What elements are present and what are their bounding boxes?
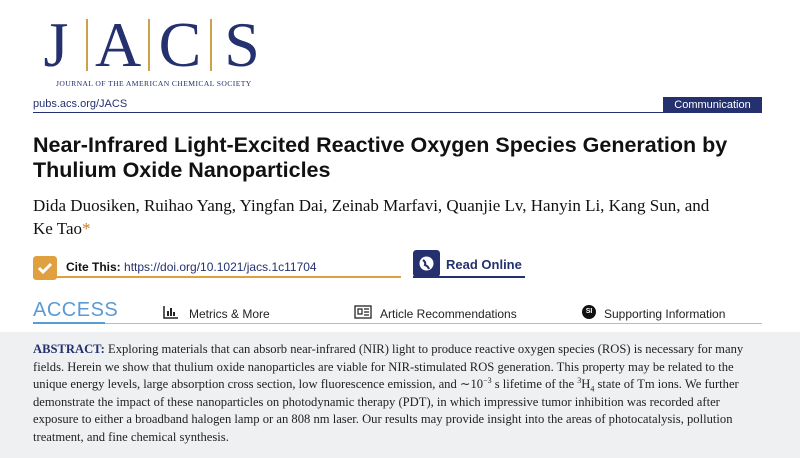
subscript: 4 <box>590 384 595 394</box>
logo-letter: A <box>95 9 142 80</box>
abstract: ABSTRACT: Exploring materials that can a… <box>33 341 768 447</box>
access-rule <box>105 323 762 324</box>
cite-underline <box>33 276 401 278</box>
read-online-icon[interactable] <box>413 250 440 277</box>
cite: Cite This: https://doi.org/10.1021/jacs.… <box>66 260 317 274</box>
article-type: Communication <box>663 97 762 113</box>
authors: Dida Duosiken, Ruihao Yang, Yingfan Dai,… <box>33 194 733 240</box>
read-online[interactable]: Read Online <box>446 257 522 272</box>
abstract-text: state of Tm ions. We further demonstrate… <box>33 377 739 444</box>
metrics-icon <box>163 306 178 319</box>
author-list: Dida Duosiken, Ruihao Yang, Yingfan Dai,… <box>33 196 710 238</box>
cite-label: Cite This: <box>66 260 121 274</box>
read-underline <box>413 276 525 278</box>
metrics-link[interactable]: Metrics & More <box>189 307 270 321</box>
si-icon: SI <box>582 305 596 319</box>
logo-letter: S <box>224 9 260 80</box>
journal-url[interactable]: pubs.acs.org/JACS <box>33 98 128 110</box>
abstract-text: H <box>581 377 591 392</box>
recommendations-icon <box>354 305 372 319</box>
abstract-box <box>0 332 800 458</box>
access-label: ACCESS <box>33 299 119 321</box>
journal-name: JOURNAL OF THE AMERICAN CHEMICAL SOCIETY <box>56 79 252 88</box>
doi-link[interactable]: https://doi.org/10.1021/jacs.1c11704 <box>124 260 317 274</box>
abstract-text: Exploring materials that can absorb near… <box>33 342 744 392</box>
recommendations-link[interactable]: Article Recommendations <box>380 307 517 321</box>
access-underline <box>33 322 105 324</box>
superscript: 3 <box>577 376 582 385</box>
header-rule <box>33 112 762 113</box>
abstract-text: s lifetime of the <box>491 377 578 392</box>
logo-letter: J <box>43 9 69 80</box>
supporting-link[interactable]: Supporting Information <box>604 307 726 321</box>
journal-logo: J A C S <box>33 9 265 80</box>
superscript: −3 <box>483 376 492 385</box>
corresponding-mark: * <box>82 219 91 238</box>
cite-icon <box>33 256 57 280</box>
abstract-label: ABSTRACT: <box>33 342 105 356</box>
logo-letter: C <box>158 9 202 80</box>
article-title: Near-Infrared Light-Excited Reactive Oxy… <box>33 133 728 182</box>
